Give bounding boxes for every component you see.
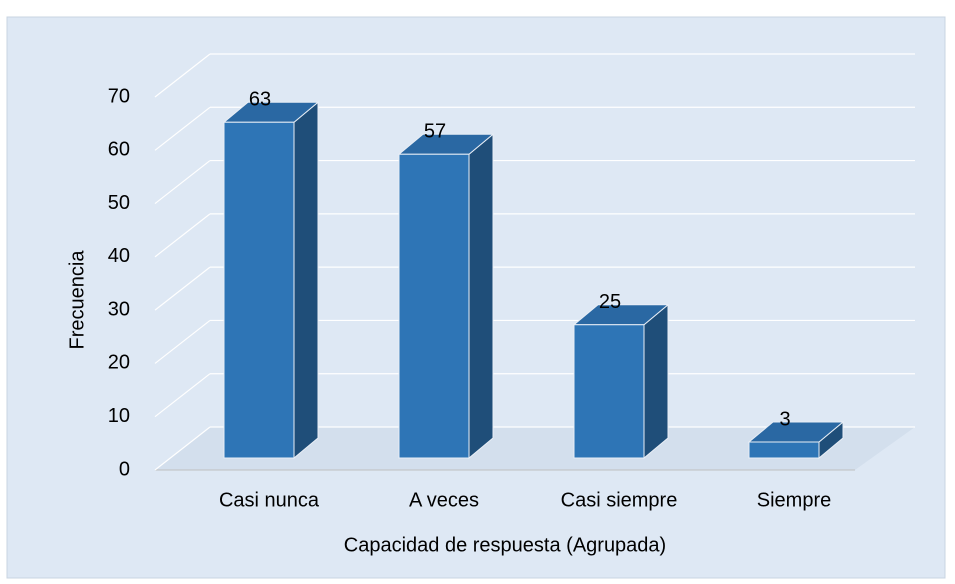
bar-side	[293, 101, 319, 460]
grid-line-side	[154, 213, 211, 258]
x-axis-title: Capacidad de respuesta (Agrupada)	[344, 534, 666, 556]
floor	[155, 427, 915, 470]
y-tick-label: 70	[108, 85, 130, 107]
data-label: 25	[599, 291, 621, 313]
y-tick-label: 50	[108, 192, 130, 214]
bar	[747, 420, 845, 460]
bar-front	[398, 153, 470, 459]
x-tick-label: A veces	[409, 489, 479, 511]
bar-front	[573, 324, 645, 459]
bar-side	[643, 303, 669, 460]
bar	[572, 303, 670, 460]
x-tick-label: Casi nunca	[219, 489, 320, 511]
y-tick-label: 60	[108, 139, 130, 161]
grid-line-side	[154, 266, 211, 311]
bar-front	[748, 441, 820, 459]
bar-front	[223, 121, 295, 459]
grid-line-side	[154, 106, 211, 151]
x-tick-label: Casi siempre	[561, 489, 678, 511]
y-tick-label: 20	[108, 352, 130, 374]
grid-line-side	[154, 160, 211, 205]
grid-line-side	[154, 373, 211, 418]
bar	[397, 133, 495, 460]
y-tick-label: 10	[108, 405, 130, 427]
grid-line-side	[154, 319, 211, 364]
bar	[222, 101, 320, 460]
y-axis-title: Frecuencia	[66, 250, 88, 350]
grid-line-side	[154, 426, 211, 471]
y-tick-label: 30	[108, 298, 130, 320]
data-label: 3	[779, 408, 790, 430]
data-label: 63	[249, 89, 271, 111]
y-tick-label: 40	[108, 245, 130, 267]
x-tick-label: Siempre	[757, 489, 831, 511]
grid-line-side	[154, 53, 211, 98]
bar-side	[468, 133, 494, 460]
data-label: 57	[424, 121, 446, 143]
y-tick-label: 0	[119, 458, 130, 480]
